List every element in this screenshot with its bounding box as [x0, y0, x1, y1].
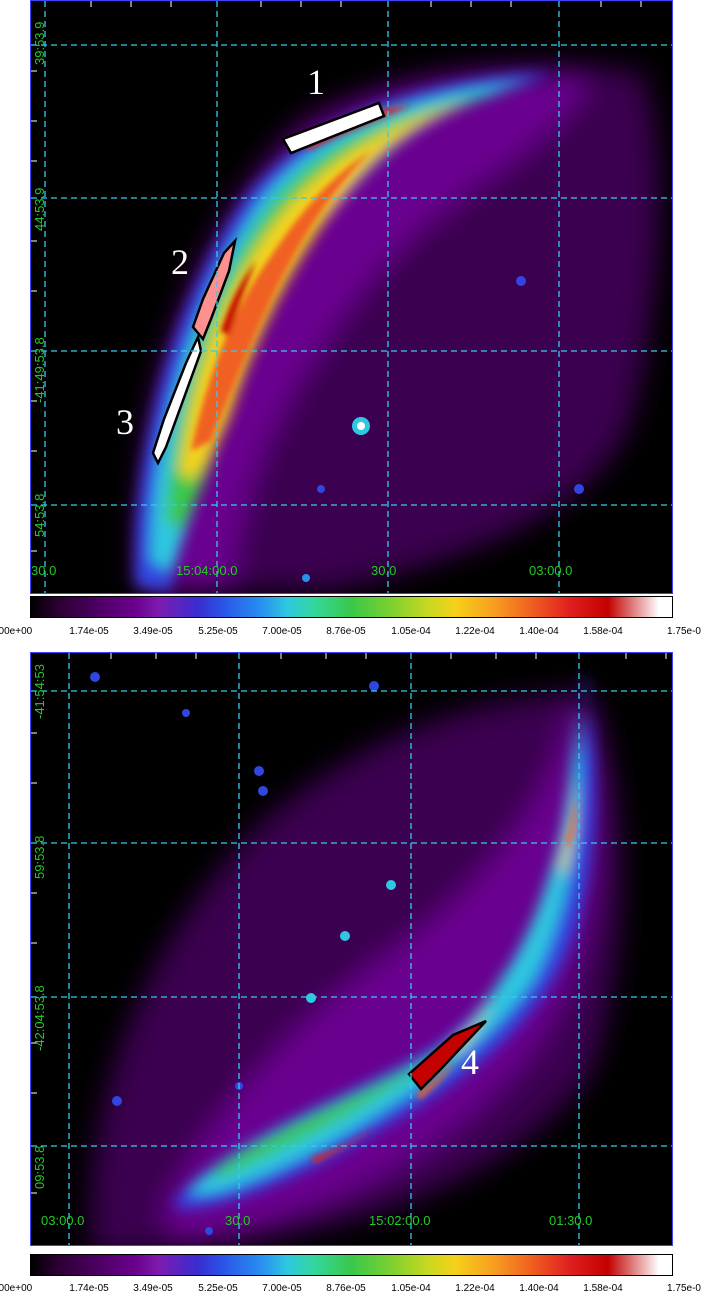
- colorbar-tick: 1.58e-04: [583, 626, 623, 637]
- dec-label: 44:53.9: [32, 187, 47, 231]
- filament-core: [311, 798, 576, 1163]
- region-2-outline: [191, 236, 238, 342]
- diffuse-emission: [91, 693, 621, 1245]
- colorbar-tick: 3.49e-05: [133, 626, 173, 637]
- dec-label: 54:53.8: [32, 493, 47, 537]
- point-source: [112, 1096, 122, 1106]
- region-4-outline: [407, 1019, 487, 1091]
- image-panel-top: 39:53.9 44:53.9 -41:49:53.8 54:53.8 30.0…: [30, 0, 673, 594]
- ra-label: 01:30.0: [549, 1213, 593, 1228]
- colorbar-tick: 1.58e-04: [583, 1283, 623, 1294]
- point-source: [302, 574, 310, 582]
- colorbar-tick: 1.40e-04: [519, 626, 559, 637]
- ra-label: 03:00.0: [41, 1213, 85, 1228]
- region-label-2: 2: [171, 242, 189, 282]
- point-source: [317, 485, 325, 493]
- point-source: [254, 766, 264, 776]
- point-source: [90, 672, 100, 682]
- colorbar-tick: .00e+00: [0, 1283, 33, 1294]
- colorbar-tick: 1.22e-04: [455, 626, 495, 637]
- colorbar-tick: 1.74e-05: [69, 626, 109, 637]
- xray-image-top: [31, 1, 672, 593]
- point-source: [369, 681, 379, 691]
- colorbar-top: [30, 596, 673, 618]
- ra-label: 03:00.0: [529, 563, 573, 578]
- dec-label: -41:54:53: [32, 664, 47, 719]
- dec-label: 39:53.9: [32, 21, 47, 65]
- point-source: [516, 276, 526, 286]
- colorbar-tick: 1.75e-0: [667, 626, 701, 637]
- colorbar-ticks-top: .00e+00 1.74e-05 3.49e-05 5.25e-05 7.00e…: [0, 626, 711, 640]
- xray-image-bottom: [31, 653, 672, 1245]
- region-label-4: 4: [461, 1042, 479, 1082]
- colorbar-tick: 7.00e-05: [262, 1283, 302, 1294]
- colorbar-tick: .00e+00: [0, 626, 33, 637]
- ra-label: 15:04:00.0: [176, 563, 238, 578]
- region-1-outline: [281, 101, 386, 155]
- colorbar-tick: 7.00e-05: [262, 626, 302, 637]
- colorbar-tick: 5.25e-05: [198, 626, 238, 637]
- colorbar-tick: 1.22e-04: [455, 1283, 495, 1294]
- dec-label: 59:53.8: [32, 835, 47, 879]
- axis-ticks: [31, 653, 667, 1194]
- dec-label: -41:49:53.8: [32, 337, 47, 403]
- colorbar-tick: 5.25e-05: [198, 1283, 238, 1294]
- dec-label: 09:53.8: [32, 1145, 47, 1189]
- colorbar-ticks-bottom: .00e+00 1.74e-05 3.49e-05 5.25e-05 7.00e…: [0, 1283, 711, 1297]
- ra-label: 30.0: [371, 563, 397, 578]
- colorbar-tick: 1.74e-05: [69, 1283, 109, 1294]
- point-source: [386, 880, 396, 890]
- point-source: [574, 484, 584, 494]
- colorbar-tick: 1.05e-04: [391, 626, 431, 637]
- colorbar-tick: 3.49e-05: [133, 1283, 173, 1294]
- axis-ticks: [31, 1, 642, 552]
- image-panel-bottom: -41:54:53 59:53.8 -42:04:53.8 09:53.8 03…: [30, 652, 673, 1246]
- colorbar-tick: 8.76e-05: [326, 626, 366, 637]
- ra-label: 15:02:00.0: [369, 1213, 431, 1228]
- colorbar-tick: 1.75e-0: [667, 1283, 701, 1294]
- region-label-1: 1: [307, 62, 325, 102]
- region-label-3: 3: [116, 402, 134, 442]
- point-source: [182, 709, 190, 717]
- ra-label: 30.0: [225, 1213, 251, 1228]
- colorbar-tick: 1.05e-04: [391, 1283, 431, 1294]
- colorbar-tick: 8.76e-05: [326, 1283, 366, 1294]
- region-3-outline: [151, 333, 203, 466]
- colorbar-bottom: [30, 1254, 673, 1276]
- point-source: [205, 1227, 213, 1235]
- ra-label: 30.0: [31, 563, 57, 578]
- colorbar-tick: 1.40e-04: [519, 1283, 559, 1294]
- point-source: [340, 931, 350, 941]
- point-source: [258, 786, 268, 796]
- coordinate-grid: [31, 653, 672, 1245]
- point-source: [306, 993, 316, 1003]
- point-source-core: [357, 422, 365, 430]
- dec-label: -42:04:53.8: [32, 985, 47, 1051]
- coordinate-grid: [31, 1, 672, 593]
